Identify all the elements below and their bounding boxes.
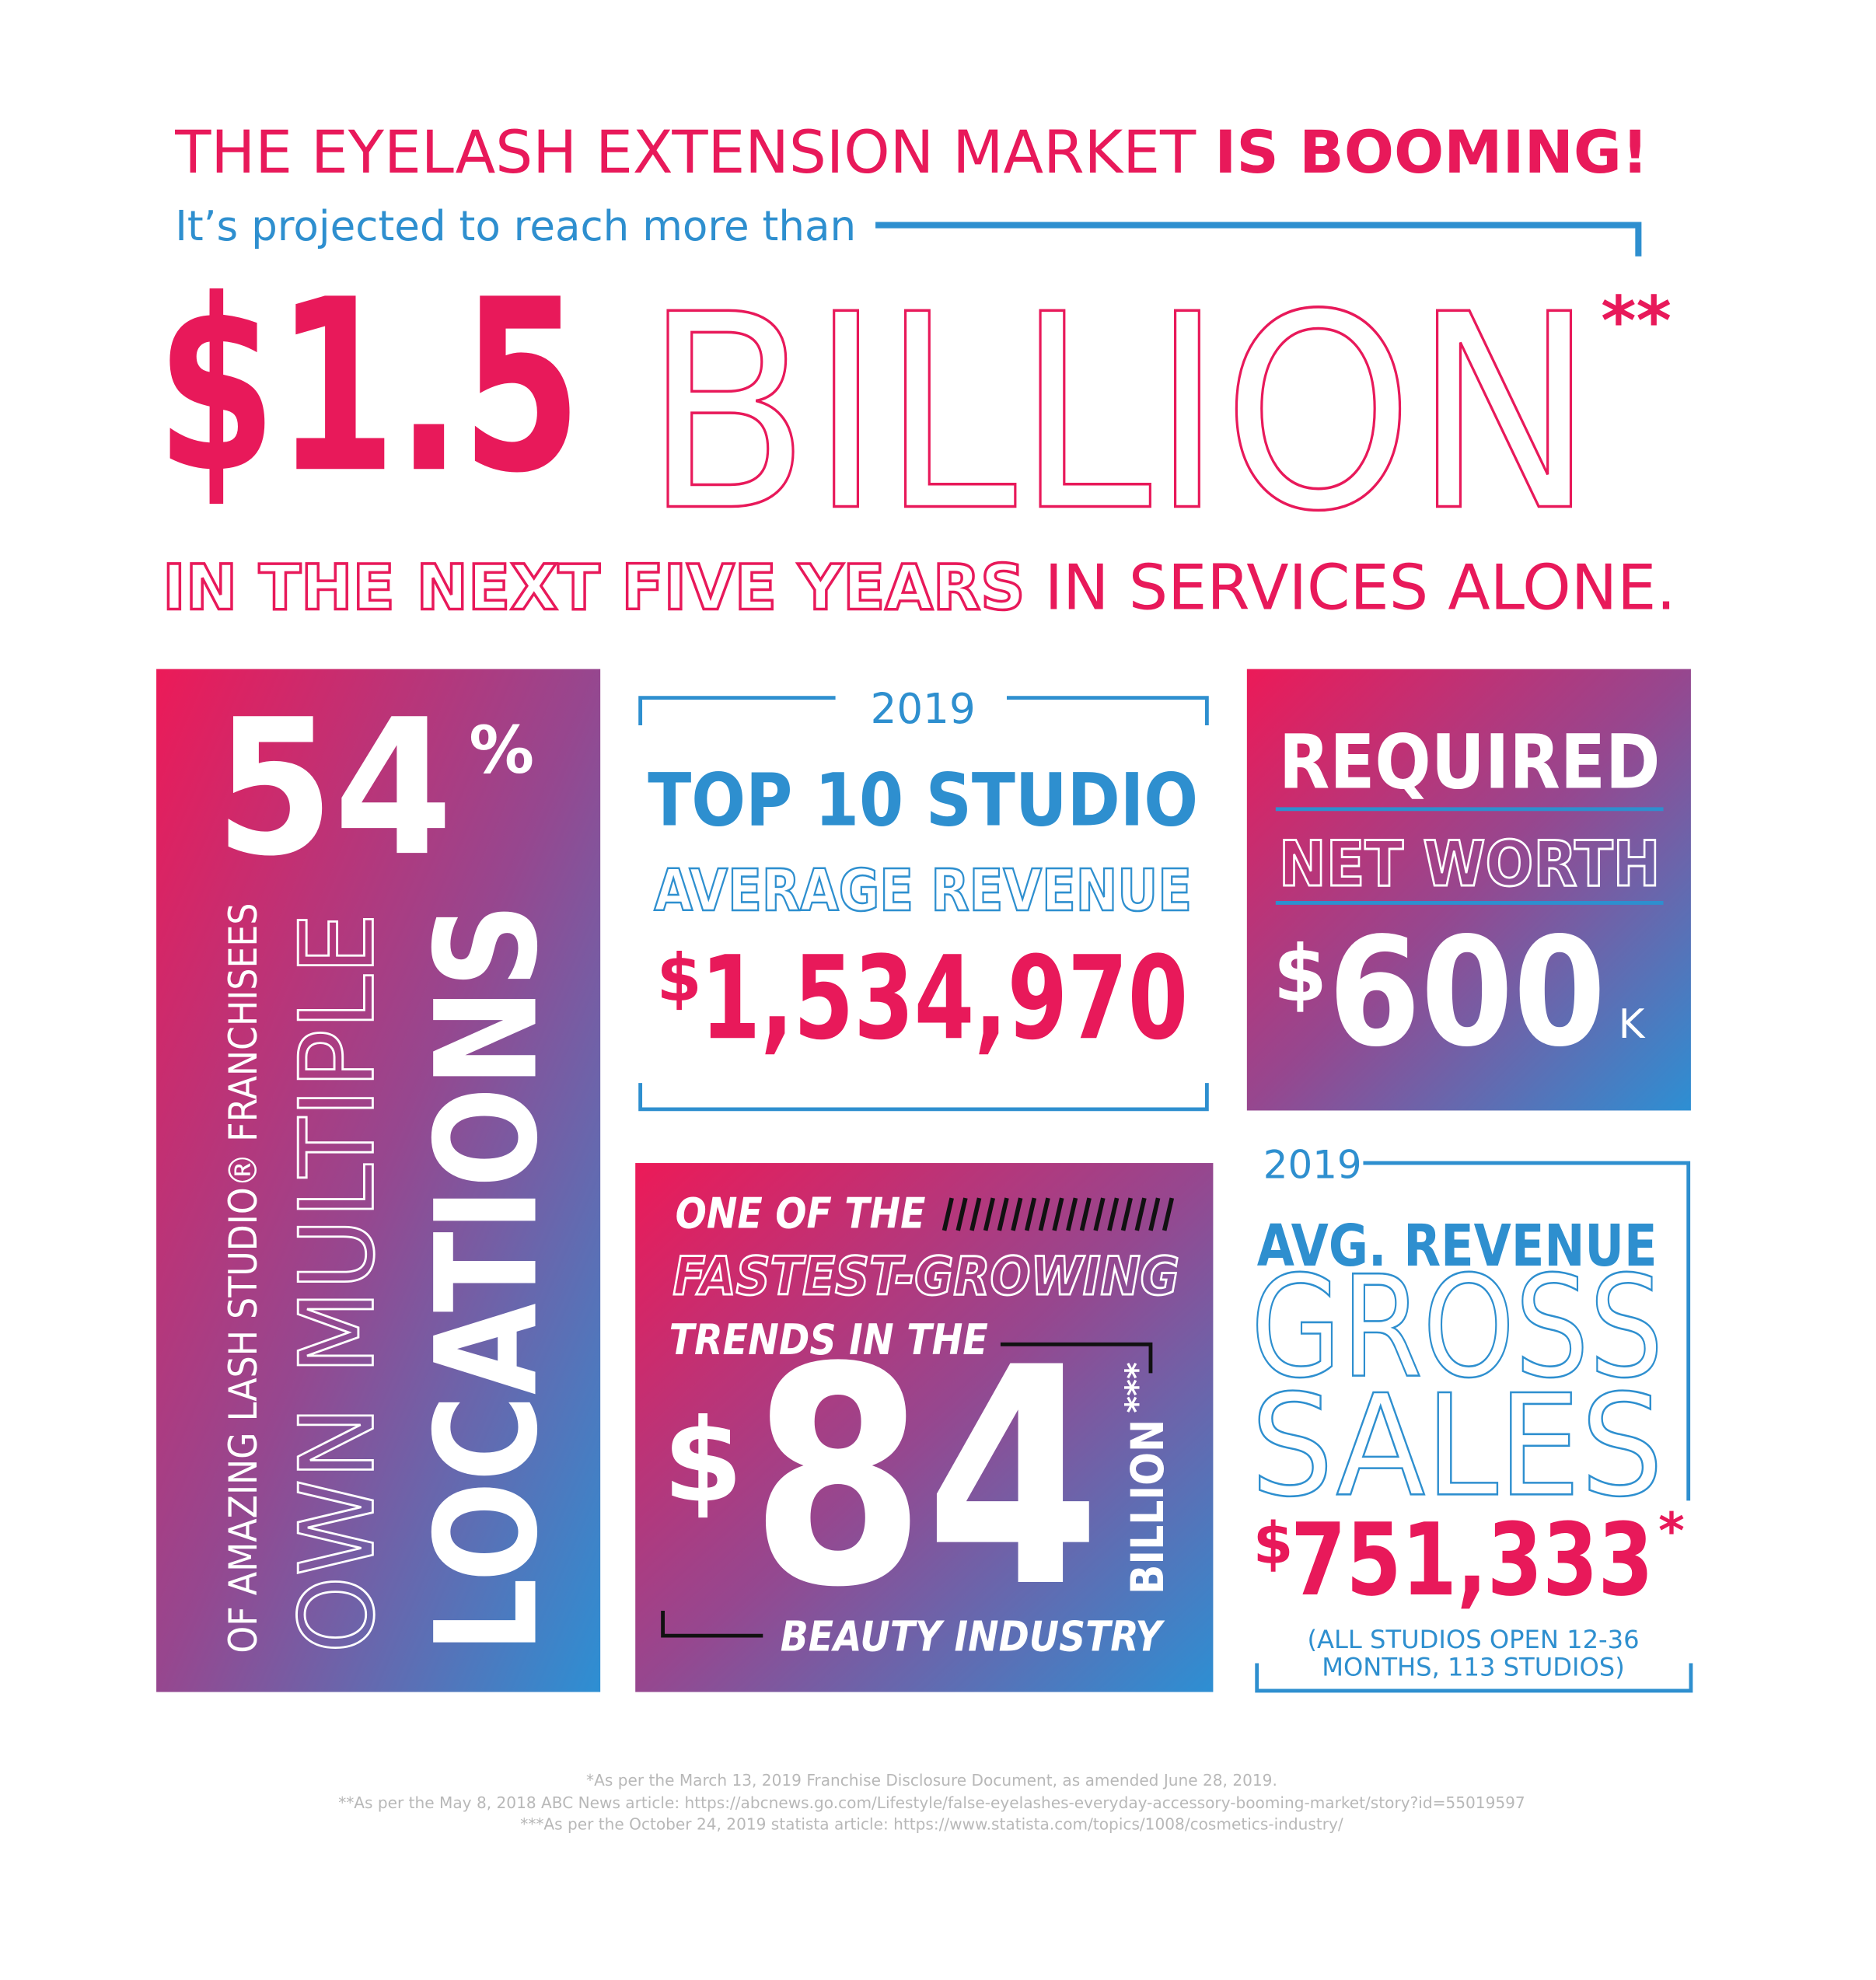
gross-note: (ALL STUDIOS OPEN 12-36 bbox=[1307, 1625, 1639, 1654]
bracket bbox=[661, 1610, 763, 1638]
title: THE EYELASH EXTENSION MARKET IS BOOMING! bbox=[174, 118, 1648, 187]
tagline-solid: IN SERVICES ALONE. bbox=[1045, 550, 1676, 623]
bracket bbox=[638, 696, 836, 726]
bracket bbox=[638, 1083, 1209, 1112]
title-bold: IS BOOMING! bbox=[1214, 118, 1648, 187]
gross-line1: GROSS bbox=[1251, 1247, 1664, 1409]
bracket bbox=[875, 222, 1642, 257]
gross-line2: SALES bbox=[1251, 1365, 1664, 1528]
gross-mark: * bbox=[1658, 1503, 1685, 1561]
bracket bbox=[1006, 696, 1209, 726]
footnote: **As per the May 8, 2018 ABC News articl… bbox=[338, 1793, 1525, 1812]
big-unit: BILLION bbox=[644, 257, 1595, 571]
locations-line1: OF AMAZING LASH STUDIO® FRANCHISEES bbox=[221, 903, 266, 1653]
tagline-outline: IN THE NEXT FIVE YEARS bbox=[162, 550, 1025, 623]
beauty-line3: TRENDS IN THE bbox=[669, 1315, 988, 1364]
bracket bbox=[1363, 1161, 1691, 1501]
top-year: 2019 bbox=[871, 685, 976, 733]
tagline: IN THE NEXT FIVE YEARS IN SERVICES ALONE… bbox=[162, 550, 1675, 623]
footnote: ***As per the October 24, 2019 statista … bbox=[520, 1814, 1343, 1833]
beauty-mark: *** bbox=[1118, 1362, 1156, 1413]
net-currency: $ bbox=[1273, 928, 1327, 1019]
net-unit: K bbox=[1619, 1001, 1646, 1048]
top-currency: $ bbox=[657, 940, 702, 1016]
gross-currency: $ bbox=[1253, 1510, 1293, 1577]
panel-beauty bbox=[635, 1163, 1214, 1692]
beauty-line4: BEAUTY INDUSTRY bbox=[781, 1612, 1165, 1660]
locations-value: 54 bbox=[215, 679, 453, 897]
panel-locations bbox=[156, 669, 601, 1692]
net-title: REQUIRED bbox=[1279, 718, 1661, 805]
big-amount: $1.5 bbox=[156, 249, 582, 526]
big-mark: ** bbox=[1601, 281, 1672, 360]
gross-title: AVG. REVENUE bbox=[1257, 1213, 1658, 1280]
panel-net-worth bbox=[1246, 669, 1691, 1111]
top-subtitle: AVERAGE REVENUE bbox=[654, 857, 1192, 924]
gross-amount: 751,333 bbox=[1291, 1503, 1654, 1619]
beauty-currency: $ bbox=[663, 1394, 743, 1528]
beauty-line1: ONE OF THE bbox=[676, 1189, 926, 1238]
hatch bbox=[941, 1197, 1175, 1231]
gross-year: 2019 bbox=[1263, 1142, 1362, 1187]
title-regular: THE EYELASH EXTENSION MARKET bbox=[174, 118, 1197, 187]
bracket bbox=[1000, 1342, 1153, 1374]
beauty-amount: 84 bbox=[750, 1304, 1100, 1653]
locations-unit: % bbox=[469, 712, 534, 788]
gross-note: MONTHS, 113 STUDIOS) bbox=[1322, 1653, 1625, 1682]
bracket bbox=[1255, 1663, 1693, 1693]
subtitle: It’s projected to reach more than bbox=[175, 202, 856, 250]
beauty-unit: BILLION bbox=[1121, 1420, 1174, 1594]
locations-line2: OWN MULTIPLE bbox=[278, 913, 397, 1653]
top-title: TOP 10 STUDIO bbox=[648, 759, 1198, 843]
net-subtitle: NET WORTH bbox=[1279, 827, 1661, 900]
net-amount: 600 bbox=[1328, 905, 1605, 1080]
top-amount: 1,534,970 bbox=[700, 931, 1188, 1065]
footnote: *As per the March 13, 2019 Franchise Dis… bbox=[586, 1771, 1277, 1790]
locations-line3: LOCATIONS bbox=[407, 903, 569, 1653]
beauty-line2: FASTEST-GROWING bbox=[672, 1245, 1179, 1307]
